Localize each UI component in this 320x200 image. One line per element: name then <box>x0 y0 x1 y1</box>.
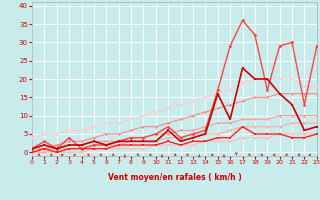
X-axis label: Vent moyen/en rafales ( km/h ): Vent moyen/en rafales ( km/h ) <box>108 174 241 183</box>
